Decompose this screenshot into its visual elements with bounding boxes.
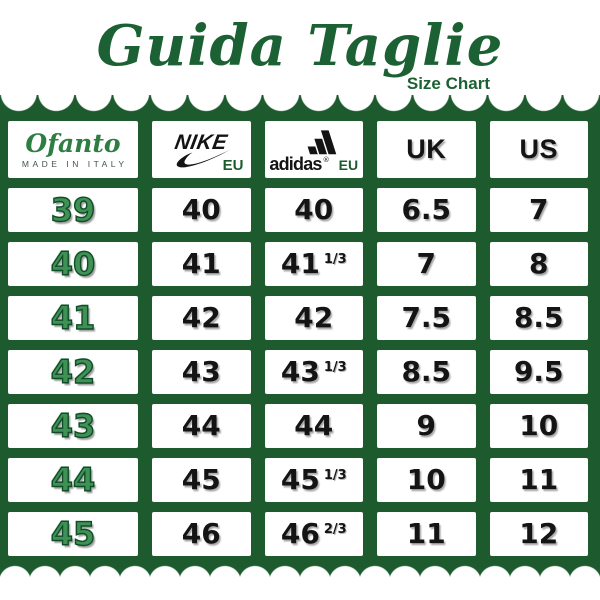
adidas-logo-icon	[307, 130, 337, 155]
nike-size-value: 41	[181, 247, 221, 280]
nike-size-value: 42	[181, 301, 221, 334]
adidas-wordmark-row: adidas ® EU	[269, 155, 358, 173]
adidas-size-value: 46	[280, 517, 320, 550]
us-size-cell: 9.5	[489, 350, 588, 394]
adidas-size-value: 42	[294, 301, 334, 334]
us-header-label: US	[519, 134, 558, 164]
us-size-cell: 8	[489, 242, 588, 286]
uk-size-cell: 6.5	[377, 188, 476, 232]
ofanto-size-value: 40	[50, 245, 96, 283]
uk-size-cell: 8.5	[377, 350, 476, 394]
uk-size-cell: 11	[377, 512, 476, 556]
ofanto-brand-label: Ofanto	[25, 128, 121, 158]
ofanto-size-cell: 42	[8, 350, 138, 394]
uk-size-cell: 7.5	[377, 296, 476, 340]
uk-size-cell: 10	[377, 458, 476, 502]
ofanto-size-value: 44	[50, 461, 96, 499]
us-size-cell: 10	[489, 404, 588, 448]
uk-header: UK	[377, 121, 476, 178]
us-size-value: 12	[519, 517, 559, 550]
us-size-value: 10	[519, 409, 559, 442]
adidas-size-value: 44	[294, 409, 334, 442]
ofanto-size-cell: 39	[8, 188, 138, 232]
adidas-size-cell: 43 1/3	[264, 350, 363, 394]
us-size-cell: 7	[489, 188, 588, 232]
uk-size-value: 7	[416, 247, 436, 280]
nike-size-cell: 44	[152, 404, 251, 448]
uk-size-cell: 9	[377, 404, 476, 448]
adidas-size-fraction: 1/3	[323, 251, 347, 267]
adidas-size-cell: 46 2/3	[264, 512, 363, 556]
ofanto-size-value: 43	[50, 407, 96, 445]
us-size-cell: 8.5	[489, 296, 588, 340]
nike-swoosh-icon	[176, 148, 232, 167]
adidas-wordmark: adidas	[269, 154, 322, 174]
page-subtitle: Size Chart	[406, 74, 490, 93]
nike-size-value: 43	[181, 355, 221, 388]
adidas-size-cell: 40	[264, 188, 363, 232]
ofanto-size-cell: 43	[8, 404, 138, 448]
adidas-size-value: 41	[280, 247, 320, 280]
adidas-size-fraction: 1/3	[323, 467, 347, 483]
nike-size-value: 45	[181, 463, 221, 496]
nike-size-cell: 45	[152, 458, 251, 502]
ofanto-size-cell: 44	[8, 458, 138, 502]
adidas-size-value: 40	[294, 193, 334, 226]
nike-wordmark: NIKE	[173, 130, 230, 154]
ofanto-size-value: 41	[50, 299, 96, 337]
us-size-value: 11	[519, 463, 559, 496]
scallop-bottom-edge	[0, 563, 600, 580]
uk-size-value: 11	[406, 517, 446, 550]
uk-size-value: 7.5	[401, 301, 452, 334]
nike-size-value: 40	[181, 193, 221, 226]
uk-size-value: 8.5	[401, 355, 452, 388]
nike-size-value: 44	[181, 409, 221, 442]
us-header: US	[489, 121, 588, 178]
nike-brand-header: NIKE EU	[152, 121, 251, 178]
uk-size-value: 6.5	[401, 193, 452, 226]
ofanto-brand-header: Ofanto MADE IN ITALY	[8, 121, 138, 178]
adidas-size-fraction: 1/3	[323, 359, 347, 375]
ofanto-size-cell: 41	[8, 296, 138, 340]
adidas-size-cell: 41 1/3	[264, 242, 363, 286]
made-in-italy-label: MADE IN ITALY	[21, 158, 128, 169]
uk-size-cell: 7	[377, 242, 476, 286]
nike-size-cell: 40	[152, 188, 251, 232]
us-size-value: 8	[529, 247, 549, 280]
adidas-size-cell: 42	[264, 296, 363, 340]
size-chart-table: Ofanto MADE IN ITALY NIKE EU adidas ® EU…	[0, 113, 600, 563]
nike-size-cell: 41	[152, 242, 251, 286]
ofanto-size-cell: 45	[8, 512, 138, 556]
nike-eu-label: EU	[222, 157, 244, 174]
adidas-size-cell: 45 1/3	[264, 458, 363, 502]
registered-trademark-icon: ®	[322, 156, 330, 164]
adidas-size-cell: 44	[264, 404, 363, 448]
ofanto-size-value: 45	[50, 515, 96, 553]
scallop-top-edge	[0, 95, 600, 113]
nike-size-cell: 46	[152, 512, 251, 556]
us-size-cell: 12	[489, 512, 588, 556]
page-title: Guida Taglie	[96, 13, 504, 79]
adidas-brand-header: adidas ® EU	[264, 121, 363, 178]
adidas-size-value: 43	[280, 355, 320, 388]
uk-header-label: UK	[406, 134, 447, 164]
adidas-eu-label: EU	[338, 157, 359, 173]
nike-size-cell: 42	[152, 296, 251, 340]
ofanto-size-value: 39	[50, 191, 96, 229]
nike-size-value: 46	[181, 517, 221, 550]
adidas-size-value: 45	[280, 463, 320, 496]
uk-size-value: 10	[406, 463, 446, 496]
us-size-value: 9.5	[513, 355, 564, 388]
us-size-value: 7	[529, 193, 549, 226]
ofanto-size-value: 42	[50, 353, 96, 391]
ofanto-size-cell: 40	[8, 242, 138, 286]
adidas-size-fraction: 2/3	[323, 521, 347, 537]
uk-size-value: 9	[416, 409, 436, 442]
nike-size-cell: 43	[152, 350, 251, 394]
us-size-value: 8.5	[513, 301, 564, 334]
us-size-cell: 11	[489, 458, 588, 502]
